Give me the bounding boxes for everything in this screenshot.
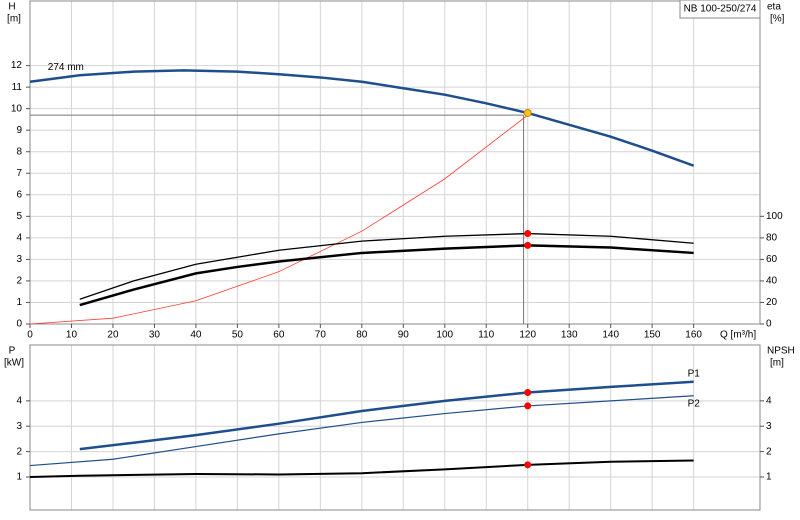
y-tick-label: 6 [16,189,22,200]
y-tick-label: 8 [16,146,22,157]
x-tick-label: 120 [519,330,536,341]
curve [79,232,694,300]
y2-tick-label: 20 [766,297,778,308]
x-tick-label: 150 [644,330,661,341]
x-tick-label: 10 [66,330,78,341]
x-tick-label: 130 [561,330,578,341]
y-tick-label: 5 [16,211,22,222]
y-tick-label: 10 [11,103,23,114]
y-axis-label: H [8,2,15,13]
y-tick-label: 4 [16,233,22,244]
y-axis-unit: [kW] [4,358,24,369]
y-tick-label: 11 [12,82,23,93]
curve [29,69,695,167]
curve-label: 274 mm [48,62,84,73]
operating-point [524,461,532,469]
title-box [679,0,761,19]
curve [79,380,694,451]
operating-point [524,388,532,396]
operating-point [524,241,532,249]
x-tick-label: 100 [436,330,453,341]
y-axis-label: P [9,346,16,357]
x-tick-label: 0 [27,330,33,341]
plot-frame [29,344,761,511]
y-axis-unit: [m] [7,14,21,25]
operating-point [524,230,532,238]
y-tick-label: 1 [16,297,22,308]
x-tick-label: 80 [356,330,368,341]
y-tick-label: 3 [16,254,22,265]
x-tick-label: 50 [232,330,244,341]
y2-axis-label: eta [767,2,781,13]
x-tick-label: 40 [190,330,202,341]
y2-tick-label: 3 [766,421,772,432]
plot-frame [29,0,761,325]
operating-point [523,108,532,117]
y2-tick-label: 100 [766,211,783,222]
y2-tick-label: 1 [766,472,772,483]
y-tick-label: 2 [16,276,22,287]
y-tick-label: 1 [16,472,22,483]
x-tick-label: 70 [315,330,327,341]
y2-axis-unit: [%] [770,14,785,25]
y-tick-label: 0 [16,319,22,330]
y-tick-label: 12 [11,60,23,71]
x-tick-label: 30 [149,330,161,341]
curve [79,244,694,307]
x-tick-label: 110 [478,330,494,341]
y-tick-label: 3 [16,421,22,432]
y2-tick-label: 40 [766,276,778,287]
operating-point [524,402,532,410]
curve-label: P2 [688,398,701,409]
chart-title: NB 100-250/274 [684,4,757,15]
y-tick-label: 4 [16,395,22,406]
y2-tick-label: 80 [766,233,778,244]
y-tick-label: 9 [16,125,22,136]
y-tick-label: 7 [16,168,22,179]
curve-label: P1 [688,368,701,379]
curve [29,459,694,478]
x-tick-label: 20 [107,330,119,341]
y2-axis-label: NPSH [767,346,795,357]
y2-tick-label: 60 [766,254,778,265]
y2-tick-label: 2 [766,446,772,457]
curve [29,114,528,325]
y-tick-label: 2 [16,446,22,457]
y2-axis-unit: [m] [770,358,784,369]
y2-tick-label: 4 [766,395,772,406]
x-tick-label: 140 [602,330,619,341]
x-tick-label: 60 [273,330,285,341]
curve [29,395,694,467]
y2-tick-label: 0 [766,319,772,330]
x-tick-label: 160 [685,330,702,341]
x-axis-label: Q [m³/h] [720,330,756,341]
x-tick-label: 90 [398,330,410,341]
